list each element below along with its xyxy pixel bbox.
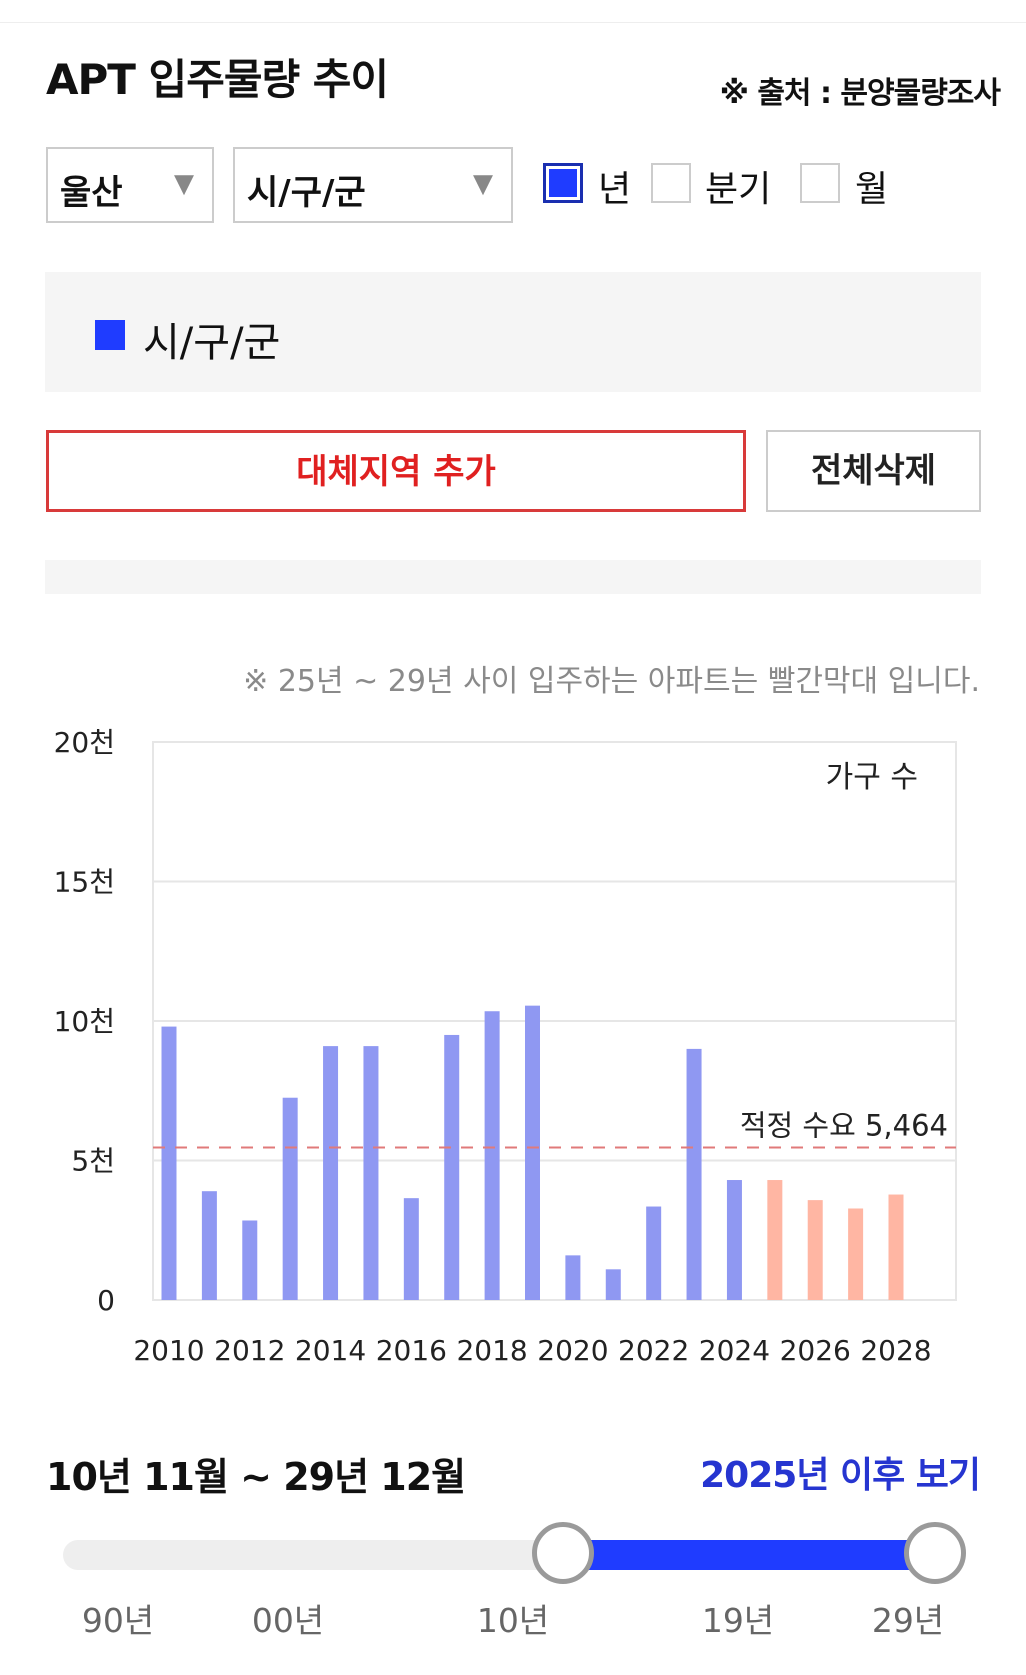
x-tick-label: 2024 — [699, 1334, 770, 1367]
district-select[interactable]: 시/구/군 ▼ — [233, 147, 513, 223]
bar-2013 — [282, 1097, 298, 1300]
region-select[interactable]: 울산 ▼ — [46, 147, 214, 223]
after-2025-link[interactable]: 2025년 이후 보기 — [700, 1455, 981, 1496]
range-slider-fill — [563, 1540, 935, 1570]
checkbox-quarter[interactable] — [651, 163, 691, 203]
x-tick-label: 2022 — [618, 1334, 689, 1367]
x-tick-label: 2010 — [133, 1334, 204, 1367]
x-tick-label: 2020 — [537, 1334, 608, 1367]
bar-2014 — [323, 1046, 339, 1300]
bar-2011 — [201, 1191, 217, 1300]
period-range-label: 10년 11월 ~ 29년 12월 — [46, 1455, 466, 1499]
range-tick-label: 10년 — [476, 1601, 550, 1640]
bar-2019 — [525, 1005, 540, 1300]
page-title: APT 입주물량 추이 — [46, 55, 389, 104]
bar-2012 — [242, 1220, 258, 1300]
top-divider — [0, 22, 1026, 23]
y-tick-label: 5천 — [71, 1145, 115, 1178]
chevron-down-icon: ▼ — [174, 169, 194, 199]
x-tick-label: 2016 — [376, 1334, 447, 1367]
add-region-button[interactable]: 대체지역 추가 — [46, 430, 746, 512]
checkbox-quarter-label: 분기 — [705, 169, 772, 210]
y-tick-label: 20천 — [54, 726, 115, 759]
bar-2021 — [605, 1269, 621, 1300]
reference-line-label: 적정 수요 5,464 — [740, 1109, 948, 1143]
checkbox-month-label: 월 — [855, 169, 889, 210]
bar-2023 — [686, 1048, 702, 1300]
range-tick-label: 90년 — [81, 1601, 155, 1640]
x-tick-label: 2028 — [860, 1334, 931, 1367]
bar-2010 — [161, 1026, 177, 1300]
checkbox-year[interactable] — [543, 163, 583, 203]
delete-all-button[interactable]: 전체삭제 — [766, 430, 981, 512]
x-tick-label: 2014 — [295, 1334, 366, 1367]
range-tick-label: 29년 — [871, 1601, 945, 1640]
chevron-down-icon: ▼ — [473, 169, 493, 199]
chart-note: ※ 25년 ~ 29년 사이 입주하는 아파트는 빨간막대 입니다. — [243, 664, 980, 699]
y-tick-label: 10천 — [54, 1005, 115, 1038]
legend-label: 시/구/군 — [143, 320, 281, 366]
bar-2017 — [444, 1034, 460, 1300]
spacer-bar — [45, 560, 981, 594]
x-tick-label: 2012 — [214, 1334, 285, 1367]
checkbox-month[interactable] — [800, 163, 840, 203]
bar-2022 — [646, 1206, 662, 1300]
bar-2024 — [726, 1180, 742, 1300]
bar-2020 — [565, 1255, 581, 1300]
legend-swatch — [95, 320, 125, 350]
checkbox-year-label: 년 — [598, 169, 632, 210]
y-axis-unit-label: 가구 수 — [826, 760, 918, 795]
bar-2026 — [807, 1200, 823, 1300]
x-tick-label: 2018 — [456, 1334, 527, 1367]
region-select-value: 울산 — [60, 173, 123, 213]
x-tick-label: 2026 — [780, 1334, 851, 1367]
district-select-value: 시/구/군 — [247, 173, 366, 213]
bar-2016 — [403, 1198, 419, 1300]
legend-panel: 시/구/군 — [45, 272, 981, 392]
bar-2028 — [888, 1194, 904, 1300]
bar-2018 — [484, 1011, 500, 1300]
y-tick-label: 0 — [97, 1284, 115, 1317]
range-slider-start-handle[interactable] — [532, 1522, 594, 1584]
source-note: ※ 출처 : 분양물량조사 — [719, 76, 1001, 111]
range-tick-label: 19년 — [701, 1601, 775, 1640]
range-tick-label: 00년 — [251, 1601, 325, 1640]
range-slider-end-handle[interactable] — [904, 1522, 966, 1584]
bar-2015 — [363, 1046, 379, 1300]
y-tick-label: 15천 — [54, 866, 115, 899]
bar-2027 — [848, 1208, 864, 1300]
bar-chart: 0 5천 10천 15천 20천 2010 2012 2014 2016 2018 2020 2022… — [54, 726, 957, 1367]
bar-2025 — [767, 1180, 783, 1300]
